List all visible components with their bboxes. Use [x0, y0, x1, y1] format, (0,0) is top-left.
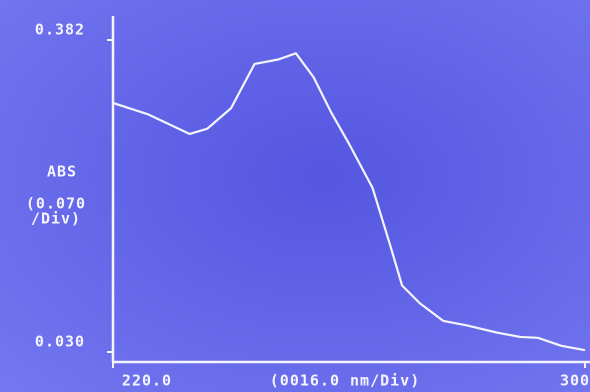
- y-tick-label: 0.382: [35, 21, 85, 39]
- page: {"chart_data": {"type": "line", "y_label…: [0, 0, 590, 392]
- y-axis-label: ABS: [47, 163, 77, 181]
- x-axis-label: (0016.0 nm/Div): [270, 372, 420, 390]
- screen: ABS (0.070 /Div) (0016.0 nm/Div) 0.0300.…: [0, 0, 590, 392]
- y-scale-label: /Div): [31, 210, 81, 228]
- x-tick-label: 300: [560, 372, 590, 390]
- y-tick-label: 0.030: [35, 333, 85, 351]
- x-tick-label: 220.0: [122, 372, 172, 390]
